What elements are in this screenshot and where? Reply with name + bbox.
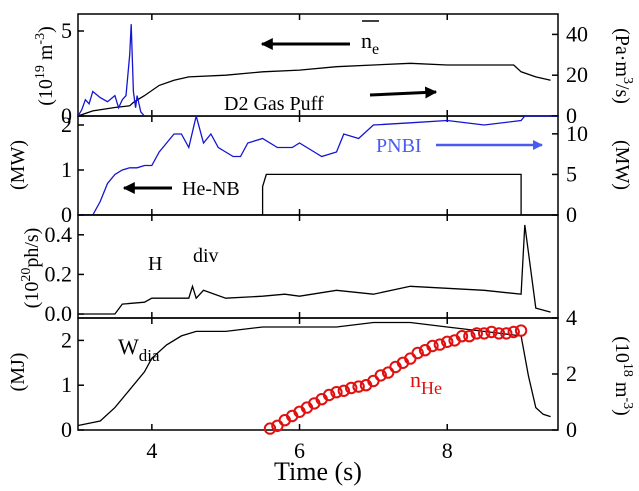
ylabel-hdiv: (1020ph/s) [19, 228, 43, 309]
y-tick-label-right: 0 [566, 202, 577, 227]
nhe-point [516, 325, 526, 335]
h-label: H [148, 253, 162, 275]
y-tick-label-left: 0 [61, 417, 72, 442]
y-tick-label-left: 0.4 [45, 222, 73, 247]
y-tick-label-right: 0 [566, 417, 577, 442]
ylabel-right-wdia: (1018 m-3) [611, 336, 635, 416]
y-tick-label-left: 1 [61, 157, 72, 182]
wdia-label: Wdia [118, 334, 160, 365]
ylabel-left-ne: (1019 m-3) [33, 26, 57, 106]
y-tick-label-left: 0.2 [45, 261, 73, 286]
gas-puff-arrow [370, 92, 436, 95]
y-tick-label-left: 1 [61, 372, 72, 397]
x-tick-label: 8 [442, 438, 453, 463]
markers-layer [265, 325, 526, 433]
y-tick-label-right: 20 [566, 62, 588, 87]
y-tick-label-left: 2 [61, 112, 72, 137]
series-line-he-nb [78, 174, 558, 215]
nhe-label: nHe [410, 367, 442, 398]
ticks-layer [78, 14, 558, 430]
y-tick-label-left: 0.0 [45, 301, 73, 326]
div-label: div [193, 245, 219, 267]
y-tick-label-right: 10 [566, 121, 588, 146]
y-tick-label-right: 2 [566, 361, 577, 386]
ylabel-right-nbi: (MW) [611, 140, 633, 190]
panel-frame-wdia [78, 318, 558, 430]
henb-label: He-NB [182, 178, 240, 200]
ne-label: ne [361, 28, 379, 58]
series-line-pnbi [78, 116, 558, 215]
y-tick-label-left: 2 [61, 327, 72, 352]
ylabel-left-wdia: (MJ) [7, 353, 29, 392]
y-tick-label-right: 5 [566, 161, 577, 186]
y-tick-label-right: 4 [566, 305, 577, 330]
series-layer [78, 24, 558, 425]
pnbi-label: PNBI [376, 135, 422, 157]
x-axis-title: Time (s) [274, 457, 362, 486]
ylabel-right-ne: (Pa·m3/s) [611, 28, 635, 104]
y-tick-label-left: 5 [61, 18, 72, 43]
ylabel-left-nbi: (MW) [7, 140, 29, 190]
y-tick-label-right: 40 [566, 21, 588, 46]
x-tick-label: 4 [146, 438, 157, 463]
gas-puff-label: D2 Gas Puff [224, 93, 324, 115]
